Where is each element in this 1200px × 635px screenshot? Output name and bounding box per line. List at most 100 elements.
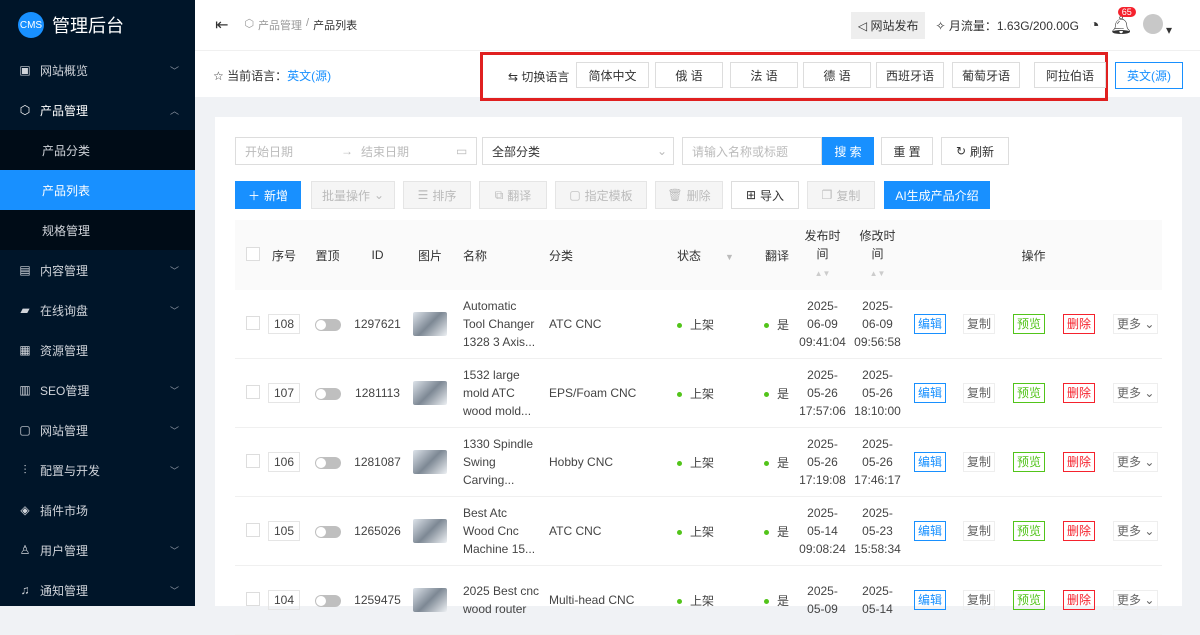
search-input[interactable]: 请输入名称或标题	[682, 137, 822, 165]
row-checkbox[interactable]	[245, 384, 260, 399]
product-thumbnail[interactable]	[413, 519, 447, 543]
batch-operations-button[interactable]: 批量操作 ⌄	[311, 181, 395, 209]
preview-button[interactable]: 预览	[1013, 314, 1046, 334]
language-button-0[interactable]: 简体中文	[576, 62, 649, 88]
product-name[interactable]: 1532 large mold ATC wood mold...	[455, 366, 540, 420]
bell-icon[interactable]: 🔔︎ 65	[1110, 7, 1136, 36]
ai-generate-button[interactable]: AI生成产品介绍	[884, 181, 990, 209]
sidebar-item-7[interactable]: ⫶ 配置与开发 ﹀	[0, 450, 195, 490]
preview-button[interactable]: 预览	[1013, 383, 1046, 403]
sort-button[interactable]: ☰ 排序	[403, 181, 471, 209]
sort-order-input[interactable]: 108	[268, 314, 300, 334]
copy-row-button[interactable]: 复制	[963, 314, 996, 334]
product-name[interactable]: 1330 Spindle Swing Carving...	[455, 435, 540, 489]
delete-row-button[interactable]: 删除	[1063, 452, 1096, 472]
sidebar-item-8[interactable]: ◈ 插件市场	[0, 490, 195, 530]
sort-order-input[interactable]: 106	[268, 452, 300, 472]
edit-button[interactable]: 编辑	[914, 383, 947, 403]
filter-icon[interactable]: ▼	[725, 251, 734, 262]
product-name[interactable]: Automatic Tool Changer 1328 3 Axis...	[455, 297, 540, 351]
history-icon[interactable]: ◔	[1088, 15, 1100, 35]
delete-button[interactable]: 🗑︎ 删除	[655, 181, 723, 209]
preview-button[interactable]: 预览	[1013, 590, 1046, 610]
pin-toggle[interactable]	[314, 594, 341, 607]
row-checkbox[interactable]	[245, 453, 260, 468]
more-button[interactable]: 更多 ⌄	[1113, 452, 1159, 472]
edit-button[interactable]: 编辑	[914, 521, 947, 541]
source-language-button[interactable]: 英文(源)	[1115, 62, 1183, 89]
product-thumbnail[interactable]	[413, 381, 447, 405]
product-name[interactable]: Best Atc Wood Cnc Machine 15...	[455, 504, 540, 558]
pin-toggle[interactable]	[314, 318, 341, 331]
sidebar-item-6[interactable]: ▢ 网站管理 ﹀	[0, 410, 195, 450]
date-range-picker[interactable]: 开始日期 → 结束日期 ▭	[235, 137, 477, 165]
breadcrumb-product-management[interactable]: 产品管理	[258, 20, 303, 32]
logo[interactable]: CMS 管理后台	[0, 0, 195, 50]
sidebar-subitem-1-1[interactable]: 产品列表	[0, 170, 195, 210]
sidebar-subitem-1-2[interactable]: 规格管理	[0, 210, 195, 250]
copy-row-button[interactable]: 复制	[963, 452, 996, 472]
delete-row-button[interactable]: 删除	[1063, 383, 1096, 403]
row-checkbox[interactable]	[245, 522, 260, 537]
edit-button[interactable]: 编辑	[914, 314, 947, 334]
sort-icon[interactable]: ▲▼	[814, 269, 831, 278]
search-button[interactable]: 搜 索	[822, 137, 874, 165]
copy-row-button[interactable]: 复制	[963, 590, 996, 610]
product-name[interactable]: 2025 Best cnc wood router	[455, 582, 540, 618]
preview-button[interactable]: 预览	[1013, 521, 1046, 541]
delete-row-button[interactable]: 删除	[1063, 521, 1096, 541]
more-button[interactable]: 更多 ⌄	[1113, 590, 1159, 610]
sidebar-item-4[interactable]: ▦ 资源管理	[0, 330, 195, 370]
user-menu[interactable]: ▾	[1142, 14, 1172, 37]
product-thumbnail[interactable]	[413, 450, 447, 474]
delete-row-button[interactable]: 删除	[1063, 590, 1096, 610]
sidebar-item-9[interactable]: ♙ 用户管理 ﹀	[0, 530, 195, 570]
language-button-1[interactable]: 俄 语	[655, 62, 723, 88]
col-published[interactable]: 发布时间 ▲▼	[795, 227, 850, 283]
sidebar-item-2[interactable]: ▤ 内容管理 ﹀	[0, 250, 195, 290]
translate-button[interactable]: ⧉ 翻译	[479, 181, 547, 209]
col-modified[interactable]: 修改时间 ▲▼	[850, 227, 905, 283]
reset-button[interactable]: 重 置	[881, 137, 933, 165]
copy-row-button[interactable]: 复制	[963, 383, 996, 403]
row-checkbox[interactable]	[245, 591, 260, 606]
sidebar-item-0[interactable]: ▣ 网站概览 ﹀	[0, 50, 195, 90]
language-button-6[interactable]: 阿拉伯语	[1034, 62, 1106, 88]
refresh-button[interactable]: ↻ 刷新	[941, 137, 1009, 165]
pin-toggle[interactable]	[314, 525, 341, 538]
delete-row-button[interactable]: 删除	[1063, 314, 1096, 334]
copy-row-button[interactable]: 复制	[963, 521, 996, 541]
more-button[interactable]: 更多 ⌄	[1113, 521, 1159, 541]
add-button[interactable]: ＋ 新增	[235, 181, 301, 209]
sidebar-item-5[interactable]: ▥ SEO管理 ﹀	[0, 370, 195, 410]
publish-site-button[interactable]: ◁ 网站发布	[850, 12, 926, 39]
product-thumbnail[interactable]	[413, 312, 447, 336]
edit-button[interactable]: 编辑	[914, 590, 947, 610]
more-button[interactable]: 更多 ⌄	[1113, 314, 1159, 334]
assign-template-button[interactable]: ▢ 指定模板	[555, 181, 647, 209]
row-checkbox[interactable]	[245, 315, 260, 330]
sort-order-input[interactable]: 105	[268, 521, 300, 541]
edit-button[interactable]: 编辑	[914, 452, 947, 472]
select-all-checkbox[interactable]	[245, 246, 260, 261]
menu-fold-icon[interactable]: ⇤	[215, 17, 229, 34]
sort-icon[interactable]: ▲▼	[869, 269, 886, 278]
start-date-input[interactable]: 开始日期	[245, 144, 294, 159]
language-button-4[interactable]: 西班牙语	[876, 62, 944, 88]
end-date-input[interactable]: 结束日期	[361, 144, 410, 159]
category-select[interactable]: 全部分类 ⌄	[482, 137, 674, 165]
pin-toggle[interactable]	[314, 387, 341, 400]
pin-toggle[interactable]	[314, 456, 341, 469]
sort-order-input[interactable]: 104	[268, 590, 300, 610]
sidebar-subitem-1-0[interactable]: 产品分类	[0, 130, 195, 170]
language-button-5[interactable]: 葡萄牙语	[952, 62, 1020, 88]
copy-button[interactable]: ❐ 复制	[807, 181, 875, 209]
sidebar-item-10[interactable]: ♫ 通知管理 ﹀	[0, 570, 195, 610]
language-button-2[interactable]: 法 语	[730, 62, 798, 88]
sidebar-item-3[interactable]: ▰ 在线询盘 ﹀	[0, 290, 195, 330]
import-button[interactable]: ⊞ 导入	[731, 181, 799, 209]
sort-order-input[interactable]: 107	[268, 383, 300, 403]
sidebar-item-1[interactable]: ⬡ 产品管理 ︿	[0, 90, 195, 130]
more-button[interactable]: 更多 ⌄	[1113, 383, 1159, 403]
product-thumbnail[interactable]	[413, 588, 447, 612]
